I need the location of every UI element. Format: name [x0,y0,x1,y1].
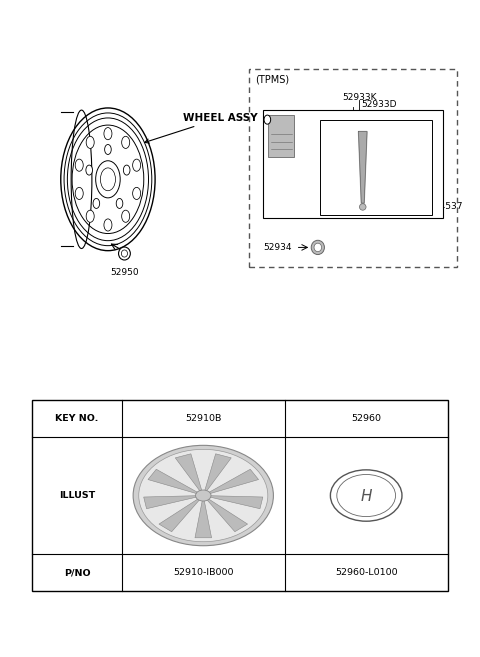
Polygon shape [210,496,263,509]
Ellipse shape [132,159,141,171]
Polygon shape [359,131,367,203]
Bar [250,69,457,267]
Ellipse shape [132,187,141,200]
Ellipse shape [121,210,130,222]
Text: WHEEL ASSY: WHEEL ASSY [145,113,258,143]
Text: P/NO: P/NO [64,568,90,577]
Text: (TPMS): (TPMS) [255,74,289,84]
Ellipse shape [330,470,402,521]
Text: $\mathit{H}$: $\mathit{H}$ [360,487,372,503]
Ellipse shape [195,490,211,501]
Bar [263,110,443,218]
Ellipse shape [75,187,83,200]
Ellipse shape [314,243,322,252]
Bar [320,120,432,215]
Text: KEY NO.: KEY NO. [55,414,99,423]
Ellipse shape [121,136,130,148]
Circle shape [264,115,271,124]
Text: 52950: 52950 [110,269,139,277]
Text: 52960-L0100: 52960-L0100 [335,568,397,577]
Polygon shape [148,469,198,493]
Text: 52934: 52934 [264,243,292,252]
Polygon shape [205,454,231,491]
Text: 52933K: 52933K [342,93,377,102]
Text: 52960: 52960 [351,414,381,423]
Ellipse shape [105,145,111,154]
Ellipse shape [86,210,94,222]
Ellipse shape [123,165,130,175]
Polygon shape [144,496,197,509]
Ellipse shape [86,136,94,148]
Ellipse shape [96,161,120,198]
Ellipse shape [93,198,100,208]
Text: ILLUST: ILLUST [59,491,95,500]
Ellipse shape [104,127,112,140]
Polygon shape [195,501,212,538]
Polygon shape [207,499,248,532]
Ellipse shape [360,204,366,210]
Ellipse shape [133,445,274,546]
Text: 52910-IB000: 52910-IB000 [173,568,233,577]
Ellipse shape [119,247,131,260]
Ellipse shape [75,159,83,171]
Ellipse shape [86,165,93,175]
Ellipse shape [139,449,268,542]
Polygon shape [209,469,259,493]
Polygon shape [175,454,202,491]
Ellipse shape [116,198,123,208]
Text: 24537: 24537 [368,202,463,212]
Ellipse shape [311,240,324,254]
Ellipse shape [104,219,112,231]
Text: 52933E: 52933E [274,115,327,124]
Bar [33,400,447,591]
Polygon shape [159,499,200,532]
Bar [268,115,294,157]
Text: 52910B: 52910B [185,414,221,423]
Text: 52933D: 52933D [362,100,397,108]
